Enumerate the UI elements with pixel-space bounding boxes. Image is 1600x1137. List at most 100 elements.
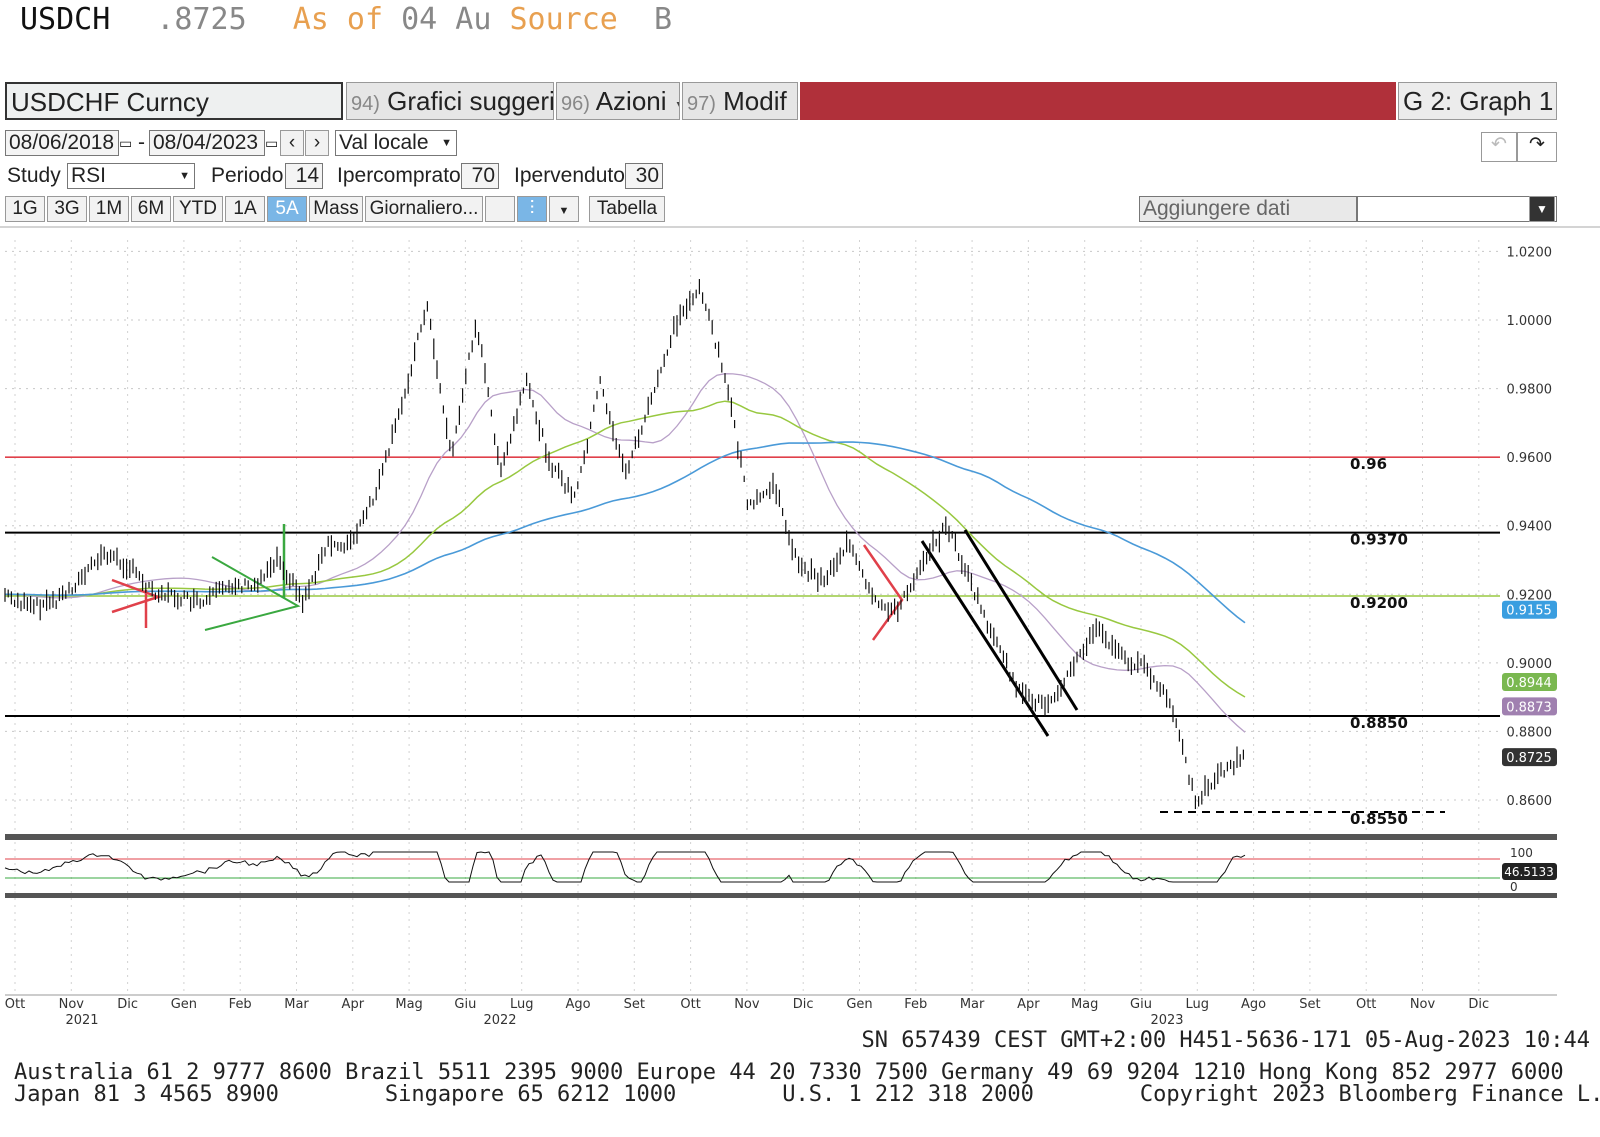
green-triangle xyxy=(204,556,301,631)
range-3g-button[interactable]: 3G xyxy=(47,196,87,222)
range-1m-button[interactable]: 1M xyxy=(89,196,129,222)
next-period-button[interactable]: › xyxy=(305,130,329,156)
calendar-icon[interactable]: ▭ xyxy=(119,135,133,151)
start-date-input[interactable]: 08/06/2018 xyxy=(5,130,119,156)
edit-menu[interactable]: 97) Modif ▼ xyxy=(682,82,798,120)
range-6m-button[interactable]: 6M xyxy=(131,196,171,222)
rsi-lower-label: 0 xyxy=(1510,880,1518,894)
range-1a-button[interactable]: 1A xyxy=(225,196,265,222)
price-badges: 0.9155 0.8944 0.8873 0.8725 xyxy=(1502,600,1557,767)
ma-blue-line xyxy=(5,441,1246,624)
suggested-charts-label: Grafici suggeriti xyxy=(387,86,554,116)
oversold-value: 30 xyxy=(635,164,659,187)
overbought-input[interactable]: 70 xyxy=(461,163,499,189)
x-tick-label: Mar xyxy=(960,997,985,1012)
main-toolbar: USDCHF Curncy 94) Grafici suggeriti 96) … xyxy=(5,82,1557,122)
period-value: 14 xyxy=(295,164,319,187)
x-tick-label: Giu xyxy=(454,997,476,1012)
y-tick-label: 1.0200 xyxy=(1507,245,1553,260)
price-badge: 0.8944 xyxy=(1502,673,1557,692)
x-tick-label: Set xyxy=(624,997,645,1012)
contacts-line-2: Japan 81 3 4565 8900 Singapore 65 6212 1… xyxy=(14,1082,1600,1107)
actions-label: Azioni xyxy=(595,86,667,116)
level-label: 0.8850 xyxy=(1350,714,1408,732)
badge-box xyxy=(1502,748,1557,767)
x-tick-label: Dic xyxy=(793,997,814,1012)
level-label: 0.8550 xyxy=(1350,810,1408,828)
x-tick-label: Set xyxy=(1299,997,1320,1012)
price-badge: 0.8725 xyxy=(1502,748,1557,767)
chevron-down-icon: ▼ xyxy=(179,170,190,182)
table-button[interactable]: Tabella xyxy=(589,196,665,222)
chevron-down-icon: ▼ xyxy=(441,137,452,149)
study-select[interactable]: RSI ▼ xyxy=(67,163,195,189)
x-tick-label: Nov xyxy=(734,997,760,1012)
channel-line-lower xyxy=(920,540,1050,737)
currency-select[interactable]: Val locale ▼ xyxy=(335,130,457,156)
header-line: USDCH .8725 As of 04 Au Source B xyxy=(20,2,700,37)
redo-button[interactable]: ↷ xyxy=(1517,132,1557,162)
x-tick-label: Dic xyxy=(1468,997,1489,1012)
ma-green-line xyxy=(4,400,1246,698)
as-of-label: As of xyxy=(292,2,384,37)
price-badge: 0.9155 xyxy=(1502,600,1557,619)
max-range-button[interactable]: Mass xyxy=(309,196,363,222)
end-date-input[interactable]: 08/04/2023 xyxy=(149,130,265,156)
x-tick-label: Lug xyxy=(1186,997,1210,1012)
x-tick-label: Ago xyxy=(1241,997,1266,1012)
rsi-line xyxy=(4,851,1246,883)
range-ytd-button[interactable]: YTD xyxy=(173,196,223,222)
chart-type-button[interactable]: ⫶ xyxy=(517,196,547,222)
y-tick-label: 1.0000 xyxy=(1507,314,1553,329)
currency-value: Val locale xyxy=(339,131,429,154)
x-year-label: 2022 xyxy=(483,1013,516,1028)
oversold-label: Ipervenduto xyxy=(514,164,625,187)
x-tick-label: Lug xyxy=(510,997,534,1012)
chevron-down-icon: ▼ xyxy=(558,205,570,217)
period-label: Periodo xyxy=(211,164,284,187)
frequency-select[interactable]: Giornaliero... xyxy=(365,196,483,222)
x-tick-label: Ott xyxy=(5,997,25,1012)
x-tick-label: Ott xyxy=(1356,997,1376,1012)
graph-selector[interactable]: G 2: Graph 1 xyxy=(1398,82,1557,120)
add-data-field[interactable] xyxy=(1357,196,1557,222)
x-tick-label: Dic xyxy=(117,997,138,1012)
y-tick-label: 0.8800 xyxy=(1507,725,1553,740)
rsi-badge-box xyxy=(1502,863,1557,880)
rsi-upper-label: 100 xyxy=(1510,846,1533,860)
range-5a-button[interactable]: 5A xyxy=(267,196,307,222)
add-data-input[interactable]: Aggiungere dati xyxy=(1139,196,1357,222)
actions-menu[interactable]: 96) Azioni ▼ xyxy=(556,82,680,120)
range-1g-button[interactable]: 1G xyxy=(5,196,45,222)
level-label: 0.9200 xyxy=(1350,594,1408,612)
x-axis: Ott Nov Dic Gen Feb Mar Apr Mag Giu Lug Ago Set Ott N… xyxy=(5,994,1557,1028)
y-tick-label: 0.9400 xyxy=(1507,520,1553,535)
ticker: USDCH xyxy=(20,2,111,37)
add-data-dropdown[interactable]: ▼ xyxy=(1529,196,1555,222)
channel-line-upper xyxy=(963,529,1079,711)
undo-icon: ↶ xyxy=(1491,134,1507,155)
as-of-value: 04 Au xyxy=(401,2,492,37)
x-tick-label: Giu xyxy=(1130,997,1152,1012)
contact-info: Australia 61 2 9777 8600 Brazil 5511 239… xyxy=(14,1062,1600,1106)
calendar-icon[interactable]: ▭ xyxy=(265,135,279,151)
blank-button[interactable] xyxy=(485,196,515,222)
oversold-input[interactable]: 30 xyxy=(625,163,663,189)
badge-value: 0.9155 xyxy=(1506,604,1552,619)
undo-button[interactable]: ↶ xyxy=(1481,132,1517,162)
date-separator: - xyxy=(138,131,145,154)
y-tick-label: 0.9600 xyxy=(1507,451,1553,466)
x-tick-label: Mag xyxy=(395,997,422,1012)
chart-type-dropdown[interactable]: ▼ xyxy=(549,196,579,222)
badge-value: 0.8873 xyxy=(1506,700,1552,715)
previous-period-button[interactable]: ‹ xyxy=(280,130,304,156)
session-info: SN 657439 CEST GMT+2:00 H451-5636-171 05… xyxy=(861,1028,1590,1053)
accent-bar xyxy=(800,82,1396,120)
x-tick-label: Apr xyxy=(342,997,365,1012)
menu-number: 97) xyxy=(687,93,716,115)
period-input[interactable]: 14 xyxy=(285,163,323,189)
security-input[interactable]: USDCHF Curncy xyxy=(5,82,343,120)
suggested-charts-button[interactable]: 94) Grafici suggeriti xyxy=(346,82,554,120)
